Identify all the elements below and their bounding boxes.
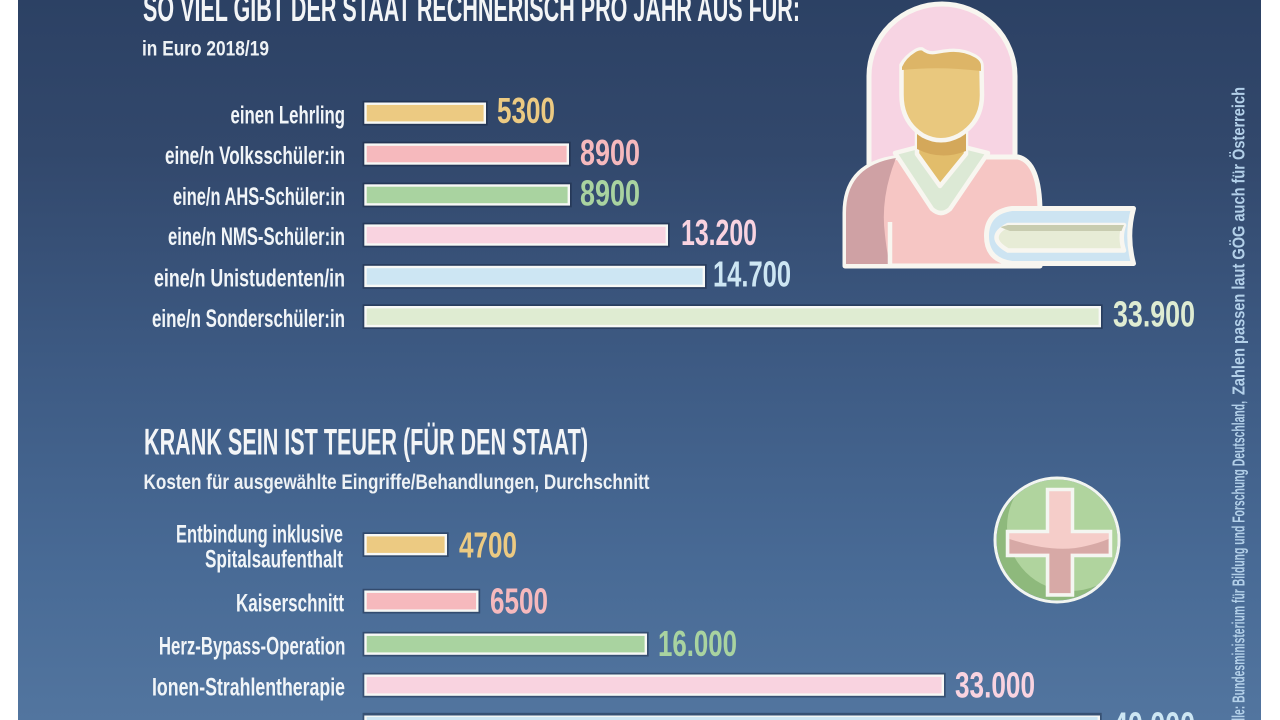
svg-text:Kosten für ausgewählte Eingrif: Kosten für ausgewählte Eingriffe/Behandl…	[144, 470, 650, 494]
svg-text:Entbindung inklusive: Entbindung inklusive	[176, 521, 343, 549]
svg-text:Spitalsaufenthalt: Spitalsaufenthalt	[205, 546, 343, 574]
svg-text:8900: 8900	[580, 173, 640, 214]
svg-text:Lebertransplantation: Lebertransplantation	[170, 716, 345, 720]
svg-text:KRANK SEIN IST TEUER (FÜR DEN: KRANK SEIN IST TEUER (FÜR DEN STAAT)	[144, 421, 588, 463]
svg-text:eine/n Sonderschüler:in: eine/n Sonderschüler:in	[152, 305, 345, 333]
svg-text:40.000: 40.000	[1113, 704, 1195, 720]
svg-text:33.000: 33.000	[955, 665, 1035, 706]
svg-text:eine/n Unistudenten/in: eine/n Unistudenten/in	[154, 265, 345, 293]
svg-text:13.200: 13.200	[681, 212, 757, 253]
svg-text:in Euro 2018/19: in Euro 2018/19	[142, 37, 269, 61]
svg-text:4700: 4700	[459, 525, 517, 566]
svg-text:eine/n AHS-Schüler:in: eine/n AHS-Schüler:in	[173, 183, 345, 211]
svg-text:eine/n Volksschüler:in: eine/n Volksschüler:in	[165, 142, 345, 170]
svg-text:Herz-Bypass-Operation: Herz-Bypass-Operation	[159, 632, 346, 660]
svg-text:6500: 6500	[490, 581, 548, 622]
svg-text:Zahlen passen laut GÖG auch fü: Zahlen passen laut GÖG auch für Österrei…	[1229, 87, 1249, 395]
svg-text:14.700: 14.700	[713, 254, 791, 295]
svg-text:Ionen-Strahlentherapie: Ionen-Strahlentherapie	[152, 673, 345, 701]
svg-text:Quelle: Bundesministerium für: Quelle: Bundesministerium für Bildung un…	[1229, 401, 1249, 720]
svg-text:Kaiserschnitt: Kaiserschnitt	[236, 589, 344, 617]
svg-text:5300: 5300	[497, 90, 555, 131]
svg-text:33.900: 33.900	[1113, 294, 1195, 335]
svg-text:SO VIEL GIBT DER STAAT RECHNER: SO VIEL GIBT DER STAAT RECHNERISCH PRO J…	[143, 0, 800, 29]
svg-text:einen Lehrling: einen Lehrling	[231, 101, 346, 129]
svg-text:8900: 8900	[580, 132, 640, 173]
svg-text:16.000: 16.000	[658, 623, 737, 664]
svg-text:eine/n NMS-Schüler:in: eine/n NMS-Schüler:in	[168, 223, 345, 251]
